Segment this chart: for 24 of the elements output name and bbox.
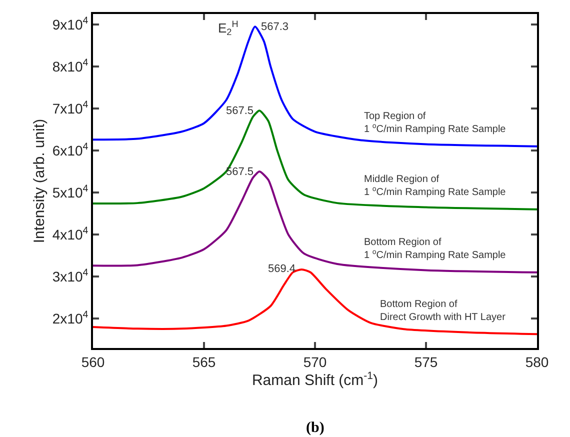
x-tick-label: 580 [525, 354, 549, 370]
x-tick-label: 575 [414, 354, 438, 370]
annotation: 567.5 [226, 166, 254, 178]
y-tick-label: 6x10$^{4}$ [52, 142, 89, 158]
series-label: Bottom Region of Direct Growth with HT Layer [380, 299, 506, 323]
x-tick-label: 560 [81, 354, 105, 370]
y-tick-label: 8x10$^{4}$ [52, 58, 89, 74]
annotation: 569.4 [268, 263, 296, 275]
annotation: 567.5 [226, 105, 254, 117]
y-tick-label: 5x10$^{4}$ [52, 184, 89, 200]
y-tick-label: 3x10$^{4}$ [52, 268, 89, 284]
x-tick-label: 565 [192, 354, 216, 370]
y-tick-label: 4x10$^{4}$ [52, 226, 89, 242]
y-axis-title: Intensity (arb. unit) [31, 118, 48, 244]
y-tick-label: 2x10$^{4}$ [52, 310, 89, 326]
series-label: Top Region of 1 $^{o}$C/min Ramping Rate Sample [364, 111, 506, 135]
x-axis-title: Raman Shift (cm$^{-1}$) [252, 370, 378, 390]
y-tick-label: 7x10$^{4}$ [52, 100, 89, 116]
y-tick-label: 9x10$^{4}$ [52, 16, 89, 32]
text: (b) [306, 420, 324, 436]
x-tick-label: 570 [303, 354, 327, 370]
series-label: Bottom Region of 1 $^{o}$C/min Ramping Rate Sample [364, 237, 506, 261]
series-label: Middle Region of 1 $^{o}$C/min Ramping Rate Sample [364, 174, 506, 198]
annotation: 567.3 [261, 21, 289, 33]
